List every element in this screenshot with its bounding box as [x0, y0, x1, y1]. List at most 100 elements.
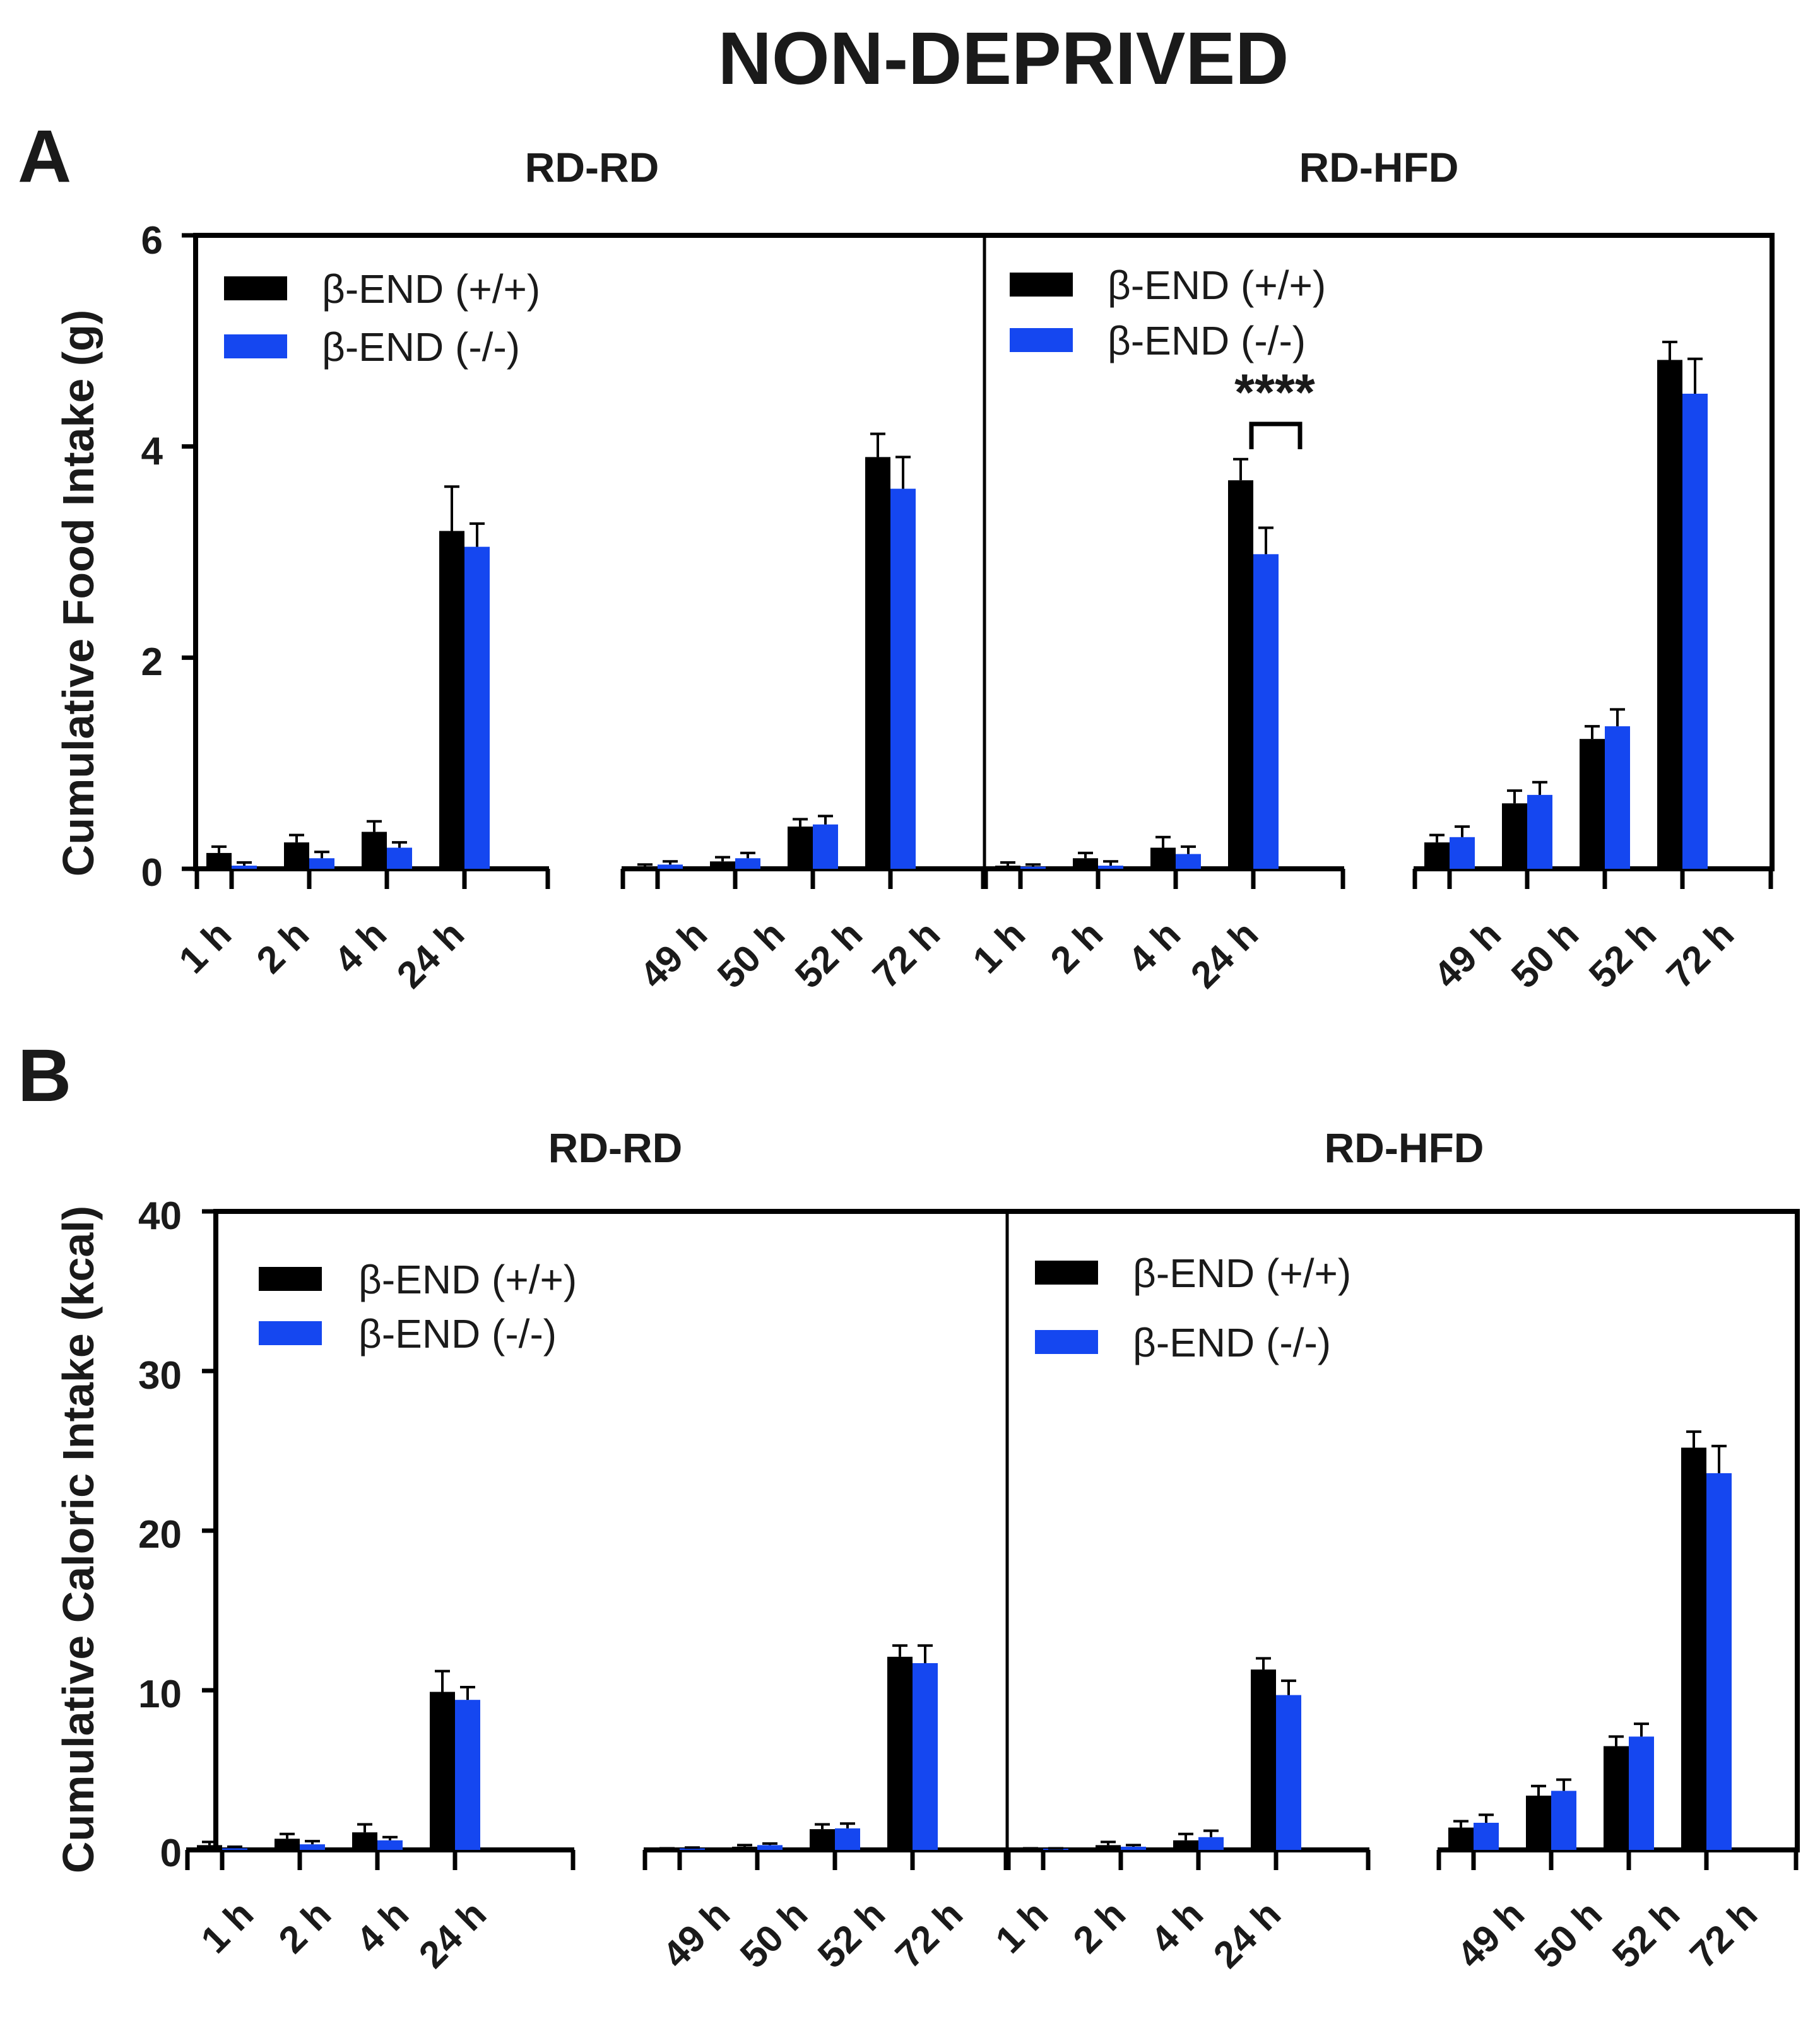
- panel-a-bar-rd-rd-72h-wt: [865, 457, 890, 869]
- panel-a-bar-rd-rd-2h-ko: [309, 858, 334, 869]
- panel-a-legend-right-swatch-wt: [1010, 273, 1073, 297]
- panel-a-bar-rd-hfd-4h-ko: [1176, 854, 1201, 869]
- panel-a-bar-rd-rd-50h-ko: [735, 858, 760, 869]
- panel-a-bar-rd-rd-1h-wt: [206, 852, 232, 869]
- panel-a-ytick-6: 6: [141, 219, 163, 262]
- panel-a-legend-left-label-ko: β-END (-/-): [322, 324, 520, 370]
- panel-b-bar-rd-hfd-52h-wt: [1604, 1746, 1629, 1850]
- panel-a-legend-right-label-ko: β-END (-/-): [1108, 318, 1306, 363]
- panel-a-bar-rd-hfd-50h-ko: [1527, 794, 1552, 869]
- panel-b-legend-right-label-wt: β-END (+/+): [1133, 1251, 1351, 1296]
- panel-a-bar-rd-rd-49h-ko: [658, 864, 683, 869]
- panel-a-bar-rd-rd-2h-wt: [284, 842, 309, 869]
- panel-a-title-left: RD-RD: [525, 144, 659, 191]
- panel-b-bar-rd-rd-52h-ko: [835, 1828, 860, 1850]
- panel-b-bar-rd-rd-24h-ko: [455, 1700, 480, 1850]
- panel-a-bar-rd-hfd-1h-ko: [1020, 866, 1046, 869]
- panel-b-bar-rd-hfd-50h-ko: [1551, 1791, 1576, 1850]
- panel-b-ytick-0: 0: [160, 1832, 182, 1875]
- panel-b-bar-rd-hfd-4h-wt: [1173, 1840, 1198, 1850]
- panel-b-bar-rd-hfd-24h-wt: [1251, 1669, 1276, 1850]
- panel-a-bar-rd-hfd-50h-wt: [1502, 803, 1527, 869]
- panel-b-bar-rd-rd-72h-wt: [887, 1656, 913, 1850]
- panel-a-bar-rd-hfd-49h-wt: [1424, 842, 1450, 869]
- panel-b-bar-rd-hfd-50h-wt: [1526, 1795, 1551, 1850]
- panel-a-legend-right-label-wt: β-END (+/+): [1108, 262, 1326, 308]
- panel-a-legend-right: β-END (+/+) β-END (-/-): [1010, 262, 1326, 363]
- panel-a-bar-rd-rd-24h-wt: [439, 531, 464, 869]
- panel-b-ytick-20: 20: [138, 1513, 182, 1557]
- panel-a-ytick-4: 4: [141, 430, 163, 473]
- panel-a-bar-rd-hfd-52h-ko: [1605, 726, 1630, 869]
- panel-b-bar-rd-hfd-72h-wt: [1681, 1447, 1706, 1850]
- panel-b-title-right: RD-HFD: [1325, 1124, 1484, 1171]
- panel-a-bar-rd-hfd-2h-wt: [1073, 858, 1098, 869]
- panel-a-bar-rd-hfd-49h-ko: [1450, 837, 1475, 869]
- panel-a-y-ticks: 0 2 4 6: [141, 219, 163, 895]
- figure-title: NON-DEPRIVED: [718, 17, 1289, 100]
- panel-a-bar-rd-rd-50h-wt: [710, 861, 735, 869]
- panel-b-bar-rd-rd-49h-ko: [680, 1848, 705, 1850]
- panel-b-legend-left-label-wt: β-END (+/+): [358, 1257, 577, 1302]
- panel-a-bar-rd-hfd-4h-wt: [1150, 847, 1176, 869]
- panel-a-legend-left-label-wt: β-END (+/+): [322, 266, 540, 312]
- panel-b-bar-rd-hfd-52h-ko: [1629, 1736, 1654, 1850]
- panel-a-bar-rd-rd-4h-ko: [387, 847, 412, 869]
- panel-a-bar-rd-hfd-24h-ko: [1253, 554, 1279, 869]
- panel-a-legend-right-swatch-ko: [1010, 328, 1073, 352]
- panel-b-bar-rd-hfd-4h-ko: [1198, 1837, 1224, 1850]
- panel-a-bar-rd-hfd-1h-wt: [995, 865, 1020, 869]
- panel-b-letter: B: [18, 1034, 71, 1117]
- panel-a-legend-left-swatch-ko: [224, 334, 287, 358]
- panel-b-legend-right-swatch-ko: [1035, 1330, 1098, 1354]
- panel-b-legend-left-swatch-wt: [259, 1267, 322, 1291]
- panel-a-bar-rd-rd-24h-ko: [464, 546, 490, 869]
- panel-b-ytick-30: 30: [138, 1354, 182, 1398]
- panel-b-bar-rd-rd-2h-wt: [275, 1839, 300, 1850]
- panel-a-significance: ****: [1234, 364, 1315, 449]
- panel-b-bar-rd-hfd-49h-wt: [1448, 1827, 1474, 1850]
- panel-a-letter: A: [18, 115, 71, 198]
- panel-b-title-left: RD-RD: [548, 1124, 683, 1171]
- panel-b-y-ticks: 0 10 20 30 40: [138, 1194, 182, 1875]
- panel-a-bar-rd-rd-52h-wt: [788, 827, 813, 869]
- panel-a-bar-rd-hfd-72h-ko: [1682, 394, 1708, 869]
- panel-a-ytick-0: 0: [141, 851, 163, 895]
- panel-b-ytick-40: 40: [138, 1194, 182, 1238]
- panel-b-legend-left-label-ko: β-END (-/-): [358, 1311, 557, 1357]
- panel-a-legend-left-swatch-wt: [224, 276, 287, 300]
- panel-b-ytick-10: 10: [138, 1673, 182, 1716]
- panel-b-legend-right: β-END (+/+) β-END (-/-): [1035, 1251, 1351, 1365]
- panel-b-bar-rd-hfd-49h-ko: [1474, 1822, 1499, 1850]
- panel-b-bar-rd-rd-4h-ko: [377, 1840, 403, 1850]
- panel-a-bar-rd-rd-1h-ko: [232, 865, 257, 869]
- panel-b-bar-rd-hfd-24h-ko: [1276, 1695, 1301, 1850]
- panel-a-bar-rd-hfd-72h-wt: [1657, 360, 1682, 869]
- panel-a-significance-stars: ****: [1234, 364, 1315, 421]
- panel-b-legend-left: β-END (+/+) β-END (-/-): [259, 1257, 577, 1357]
- panel-b-bars: [197, 1430, 1732, 1850]
- panel-b-bar-rd-rd-50h-ko: [757, 1845, 783, 1850]
- panel-b-bar-rd-rd-52h-wt: [810, 1829, 835, 1850]
- panel-a-bars: [206, 341, 1708, 869]
- panel-b-bar-rd-hfd-72h-ko: [1706, 1473, 1732, 1850]
- panel-b-bar-rd-rd-50h-wt: [732, 1846, 757, 1850]
- panel-a-ytick-2: 2: [141, 640, 163, 684]
- panel-a-bar-rd-rd-52h-ko: [813, 824, 838, 869]
- panel-a-bar-rd-hfd-52h-wt: [1580, 739, 1605, 869]
- panel-a-title-right: RD-HFD: [1299, 144, 1459, 191]
- panel-b-legend-left-swatch-ko: [259, 1321, 322, 1345]
- panel-a-legend-left: β-END (+/+) β-END (-/-): [224, 266, 540, 370]
- panel-b-bar-rd-rd-4h-wt: [352, 1832, 377, 1850]
- panel-b-bar-rd-rd-1h-wt: [197, 1845, 222, 1850]
- panel-a-bar-rd-hfd-2h-ko: [1098, 865, 1123, 869]
- panel-a-bar-rd-rd-4h-wt: [362, 832, 387, 869]
- panel-b-bar-rd-rd-24h-wt: [430, 1692, 455, 1850]
- panel-b-y-axis-label: Cumulative Caloric Intake (kcal): [54, 1206, 103, 1873]
- panel-b-bar-rd-rd-1h-ko: [222, 1848, 247, 1850]
- panel-b-legend-right-swatch-wt: [1035, 1261, 1098, 1285]
- panel-b-bar-rd-hfd-2h-wt: [1096, 1845, 1121, 1850]
- panel-a-significance-bracket: [1249, 421, 1303, 449]
- panel-a-bar-rd-rd-49h-wt: [632, 866, 658, 869]
